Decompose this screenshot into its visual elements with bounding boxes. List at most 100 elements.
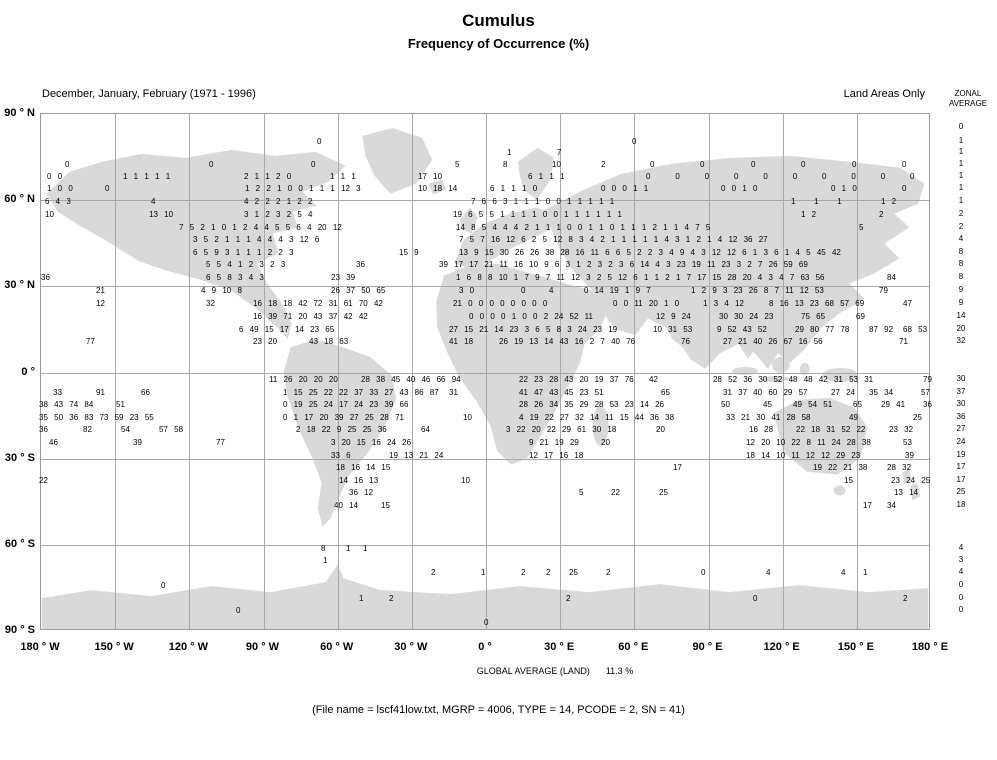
grid-value: 43 18 63 <box>309 337 349 346</box>
grid-value: 33 <box>53 388 62 397</box>
grid-value: 16 39 71 20 43 37 42 42 <box>253 312 368 321</box>
zonal-average-value: 4 <box>958 567 964 576</box>
grid-value: 1 <box>359 594 364 603</box>
landmass-south-america <box>283 339 397 527</box>
grid-value: 27 15 21 14 23 3 6 5 8 3 24 23 19 <box>449 325 618 334</box>
grid-value: 12 20 10 22 8 11 24 28 38 <box>746 438 871 447</box>
grid-value: 49 54 51 <box>793 400 833 409</box>
grid-value: 1 <box>346 544 351 553</box>
grid-value: 87 92 <box>869 325 894 334</box>
landmass-madagascar <box>592 405 609 446</box>
landmass-australia <box>773 397 868 475</box>
global-average-value: 11.3 % <box>605 666 634 676</box>
grid-value: 0 0 1 0 <box>721 184 758 193</box>
grid-value: 25 <box>569 568 578 577</box>
grid-value: 41 47 43 45 23 51 <box>519 388 604 397</box>
grid-value: 36 12 <box>349 488 374 497</box>
grid-value: 36 <box>41 273 50 282</box>
zonal-average-header: ZONAL AVERAGE <box>942 89 994 109</box>
grid-value: 0 0 0 0 1 0 0 2 24 52 11 <box>469 312 593 321</box>
landmass-borneo <box>771 357 790 373</box>
zonal-average-value: 9 <box>958 285 964 294</box>
grid-value: 1 6 8 8 10 1 7 9 7 11 12 3 2 5 12 6 1 1 … <box>456 273 825 282</box>
grid-value: 1 <box>323 556 328 565</box>
grid-value: 3 0 <box>459 286 475 295</box>
zonal-average-value: 2 <box>958 222 964 231</box>
zonal-average-value: 3 <box>958 555 964 564</box>
landmass-indochina <box>729 319 758 360</box>
latitude-tick-label: 0 ° <box>21 365 35 378</box>
grid-value: 16 18 18 42 72 31 61 70 42 <box>253 299 383 308</box>
grid-value: 1 3 4 12 <box>703 299 744 308</box>
longitude-tick-label: 120 ° W <box>168 641 208 653</box>
grid-value: 17 <box>673 463 682 472</box>
grid-value: 64 <box>421 425 430 434</box>
longitude-gridline <box>486 114 487 629</box>
zonal-average-value: 37 <box>956 387 966 396</box>
grid-value: 2 18 22 9 25 25 36 <box>296 425 387 434</box>
landmass-new-zealand <box>902 467 921 501</box>
grid-value: 41 18 <box>449 337 474 346</box>
world-map-landmass <box>41 127 929 629</box>
grid-value: 0 <box>801 160 806 169</box>
grid-value: 0 0 <box>47 172 63 181</box>
zonal-average-value: 32 <box>956 336 966 345</box>
zonal-average-value: 30 <box>956 374 966 383</box>
grid-value: 33 21 30 41 28 58 <box>726 413 811 422</box>
grid-value: 42 <box>649 375 658 384</box>
grid-value: 4 <box>549 286 554 295</box>
grid-value: 9 52 43 52 <box>717 325 767 334</box>
zonal-average-value: 18 <box>956 500 966 509</box>
zonal-header-line1: ZONAL <box>954 89 982 98</box>
grid-value: 1 <box>363 544 368 553</box>
zonal-average-value: 27 <box>956 424 966 433</box>
latitude-tick-label: 60 ° N <box>4 193 35 206</box>
grid-value: 0 1 17 20 39 27 25 28 71 <box>283 413 404 422</box>
grid-value: 3 22 20 22 29 61 30 18 <box>506 425 617 434</box>
zonal-average-value: 8 <box>958 272 964 281</box>
grid-value: 16 28 <box>749 425 774 434</box>
grid-value: 21 0 0 0 0 0 0 0 0 <box>453 299 548 308</box>
grid-value: 1 2 <box>801 210 817 219</box>
grid-value: 36 <box>923 400 932 409</box>
landmass-india <box>660 304 701 350</box>
grid-value: 38 43 74 84 <box>39 400 94 409</box>
zonal-average-value: 30 <box>956 399 966 408</box>
grid-value: 5 5 4 1 2 3 2 3 <box>206 260 286 269</box>
grid-value: 28 38 45 40 46 66 94 <box>361 375 461 384</box>
grid-value: 34 <box>887 501 896 510</box>
landmass-europe <box>454 207 556 270</box>
grid-value: 0 <box>65 160 70 169</box>
grid-value: 4 <box>766 568 771 577</box>
longitude-tick-label: 0 ° <box>478 641 492 653</box>
grid-value: 2 1 1 2 0 <box>244 172 292 181</box>
season-label: December, January, February (1971 - 1996… <box>42 88 256 100</box>
longitude-tick-label: 150 ° W <box>94 641 134 653</box>
grid-value: 0 <box>650 160 655 169</box>
zonal-average-value: 1 <box>958 147 964 156</box>
grid-value: 66 <box>141 388 150 397</box>
zonal-average-value: 24 <box>956 437 966 446</box>
grid-value: 31 <box>449 388 458 397</box>
grid-value: 54 <box>121 425 130 434</box>
grid-value: 15 9 <box>399 248 419 257</box>
grid-value: 35 50 36 83 73 59 23 55 <box>39 413 154 422</box>
grid-value: 53 <box>903 438 912 447</box>
grid-value: 2 <box>389 594 394 603</box>
zonal-average-value: 1 <box>958 171 964 180</box>
grid-value: 4 9 10 8 <box>201 286 242 295</box>
grid-value: 1 1 1 <box>330 172 356 181</box>
grid-value: 51 <box>116 400 125 409</box>
grid-value: 12 <box>96 299 105 308</box>
longitude-tick-label: 60 ° E <box>618 641 649 653</box>
grid-value: 12 9 24 <box>656 312 691 321</box>
longitude-gridline <box>411 114 413 629</box>
grid-value: 0 <box>521 286 526 295</box>
grid-value: 6 49 15 17 14 23 65 <box>239 325 335 334</box>
grid-value: 57 58 <box>159 425 184 434</box>
zonal-average-value: 4 <box>958 234 964 243</box>
grid-value: 6 5 9 3 1 1 1 2 2 3 <box>193 248 294 257</box>
latitude-gridline <box>41 200 929 202</box>
grid-value: 8 <box>503 160 508 169</box>
